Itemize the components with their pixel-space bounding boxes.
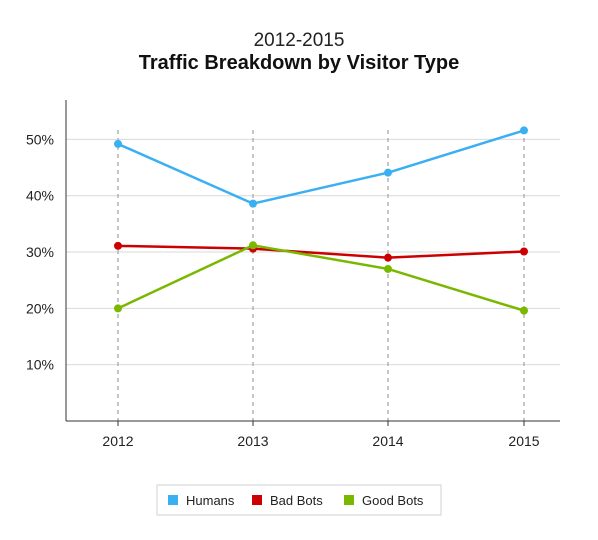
y-tick-label: 20% [26,300,54,316]
x-tick-label: 2012 [102,433,133,449]
data-point-good-bots [520,306,528,315]
series-humans [114,126,528,208]
series-line-humans [117,129,525,205]
y-tick-label: 10% [26,357,54,373]
data-point-humans [249,199,257,208]
legend-swatch [252,495,262,505]
data-point-humans [114,139,122,148]
legend-label: Bad Bots [270,493,323,508]
legend-item-good-bots: Good Bots [344,493,424,508]
series-line-bad-bots [117,244,525,259]
data-point-good-bots [384,264,392,273]
data-point-bad-bots [520,247,528,256]
legend-label: Good Bots [362,493,424,508]
series-layer [114,126,528,315]
series-good-bots [114,241,528,315]
legend: Humans Bad Bots Good Bots [156,484,442,516]
data-point-good-bots [249,241,257,250]
axes: 10% 20% 30% 40% 50% 2012 2013 2014 2015 [26,100,560,449]
data-point-humans [384,168,392,177]
chart-title: Traffic Breakdown by Visitor Type [139,52,459,74]
legend-box [156,484,442,516]
x-tick-label: 2015 [508,433,539,449]
data-point-bad-bots [384,253,392,262]
chart-subtitle: 2012-2015 [254,30,345,51]
legend-item-humans: Humans [168,493,235,508]
x-tick-label: 2013 [237,433,268,449]
y-tick-label: 50% [26,131,54,147]
gridlines [66,130,560,421]
data-point-humans [520,126,528,135]
legend-item-bad-bots: Bad Bots [252,493,323,508]
y-tick-label: 40% [26,188,54,204]
x-tick-label: 2014 [372,433,403,449]
legend-label: Humans [186,493,235,508]
y-tick-label: 30% [26,244,54,260]
series-line-good-bots [117,244,525,312]
data-point-good-bots [114,304,122,313]
legend-swatch [344,495,354,505]
data-point-bad-bots [114,241,122,250]
legend-swatch [168,495,178,505]
